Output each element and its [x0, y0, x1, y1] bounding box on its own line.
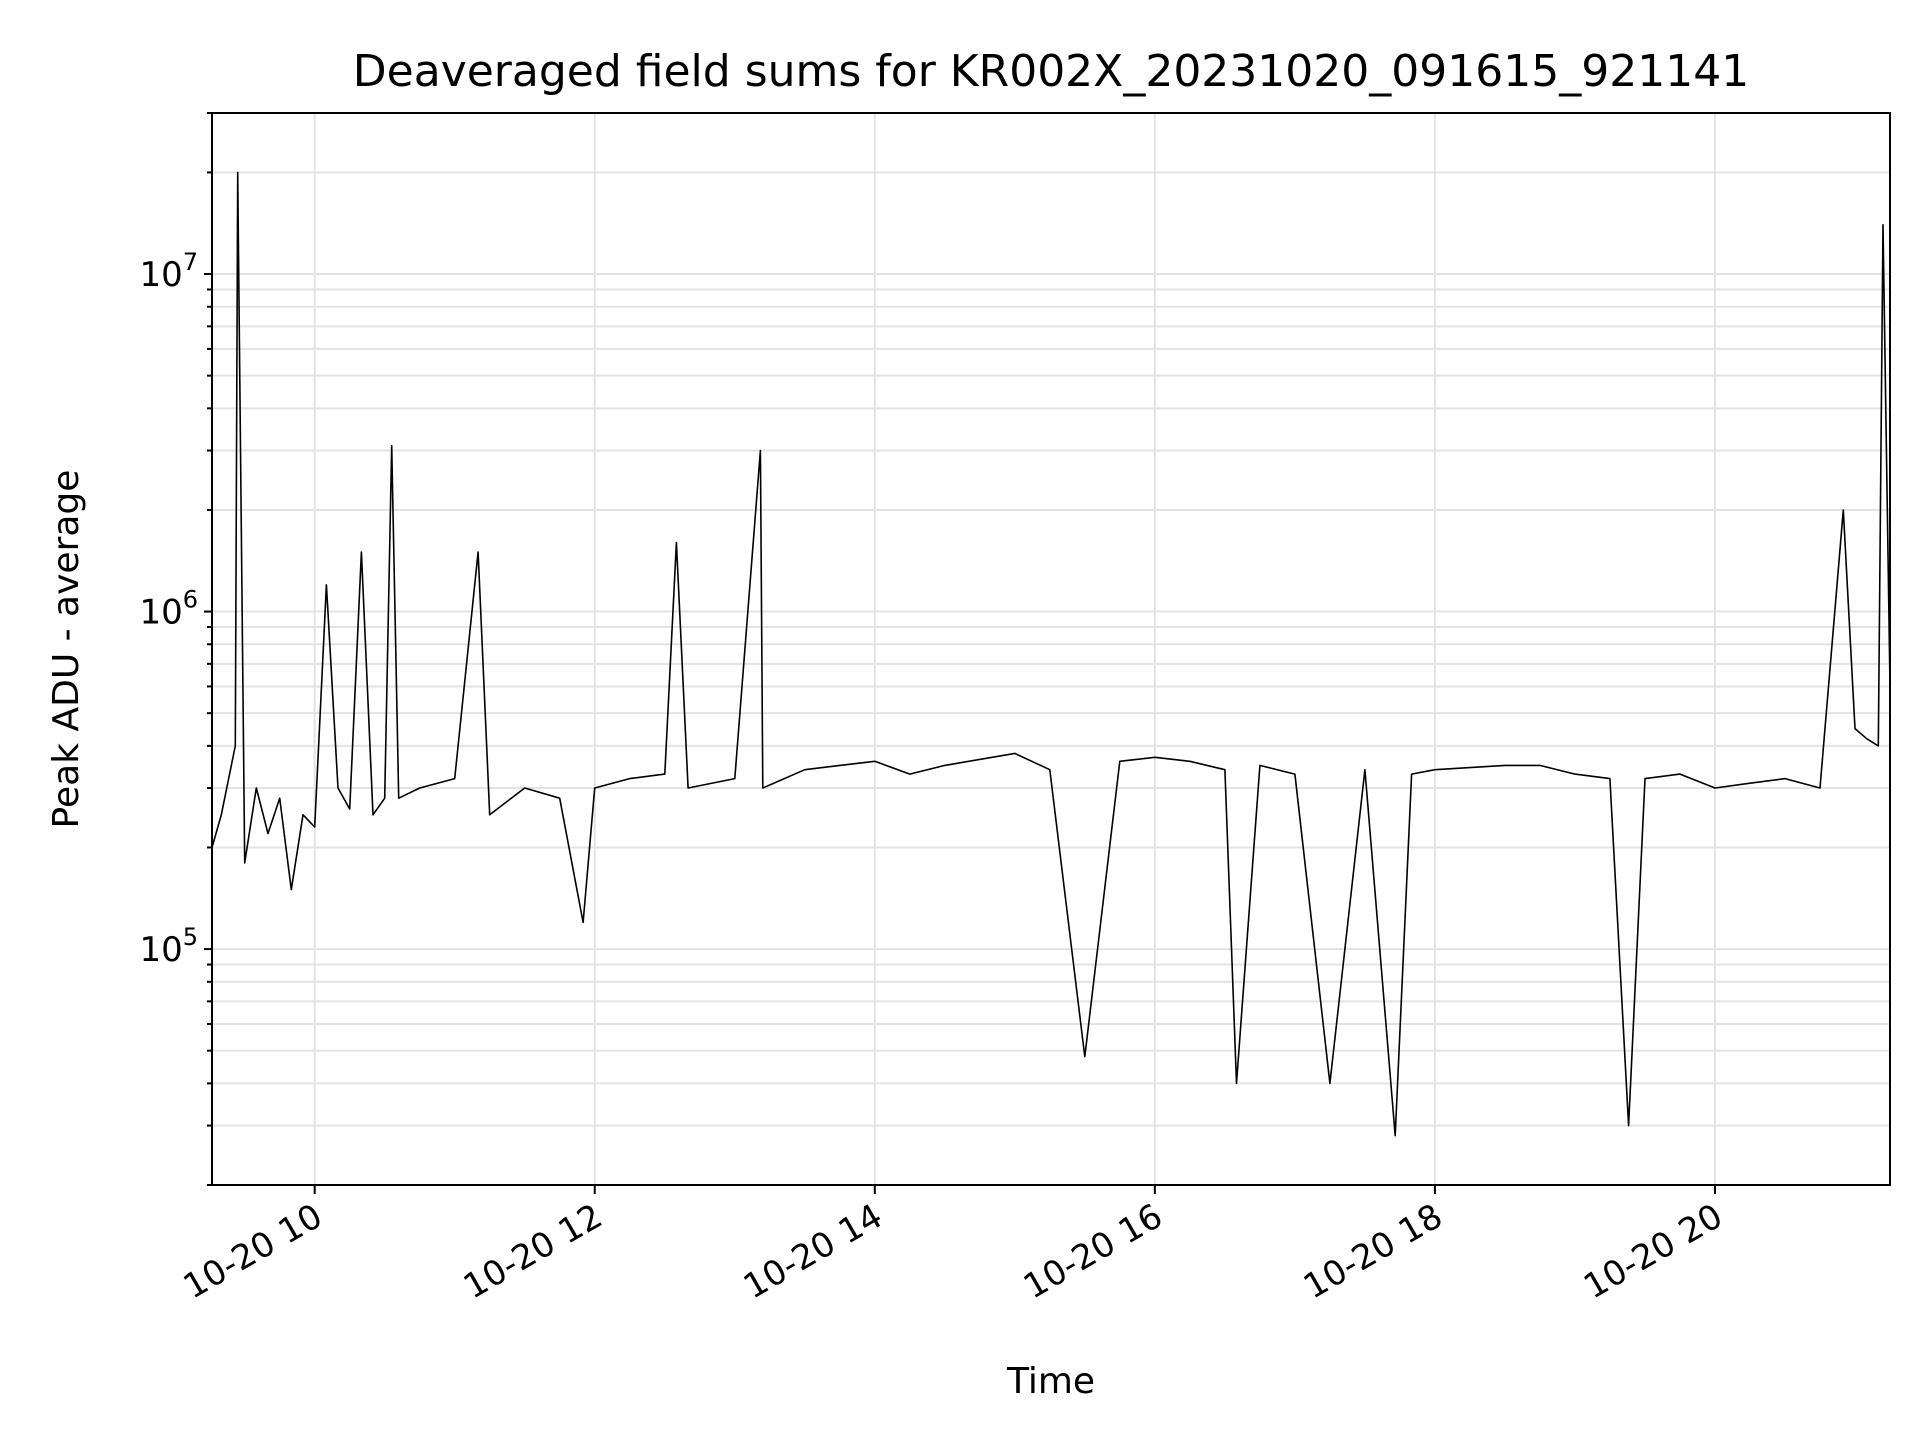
- y-tick-label: 105: [139, 923, 198, 970]
- x-tick-label: 10-20 10: [177, 1196, 329, 1307]
- x-tick-label: 10-20 14: [737, 1196, 889, 1307]
- plot-frame: [211, 112, 1891, 1186]
- y-tick-label: 106: [139, 586, 198, 633]
- series-line: [211, 171, 1891, 1137]
- x-tick-label: 10-20 12: [457, 1196, 609, 1307]
- y-axis-label: Peak ADU - average: [46, 470, 87, 829]
- x-tick-label: 10-20 18: [1297, 1196, 1449, 1307]
- grid: [212, 112, 1890, 1186]
- x-axis-label: Time: [1006, 1361, 1095, 1402]
- x-tick-label: 10-20 20: [1577, 1196, 1729, 1307]
- series-layer: [211, 171, 1891, 1137]
- ticks: 10-20 10 10-20 12 10-20 14 10-20 16 10-20 18…: [139, 112, 1729, 1307]
- y-tick-label: 107: [139, 248, 198, 295]
- chart-title: Deaveraged field sums for KR002X_2023102…: [353, 46, 1749, 97]
- x-tick-label: 10-20 16: [1017, 1196, 1169, 1307]
